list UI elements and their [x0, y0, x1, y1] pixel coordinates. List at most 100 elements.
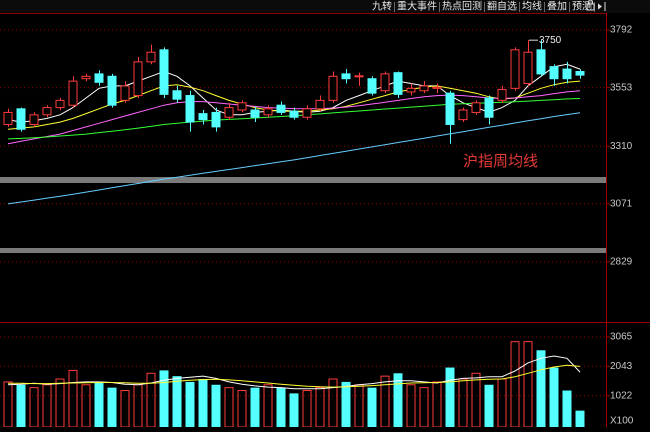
candle-body [159, 49, 169, 95]
volume-bar [276, 387, 286, 427]
candle [380, 71, 390, 94]
candle [211, 107, 221, 132]
toolbar-item[interactable]: 均线 [522, 0, 542, 13]
candle [133, 57, 143, 98]
volume-bar [562, 390, 572, 427]
candle-body [263, 108, 273, 116]
candle [224, 102, 234, 120]
candle [458, 107, 468, 123]
candle [419, 81, 429, 94]
candle-body [211, 111, 221, 128]
candle [432, 83, 442, 94]
candle [510, 47, 520, 91]
candle [159, 47, 169, 98]
y-tick-label: 3071 [610, 198, 633, 209]
candle-body [354, 75, 364, 78]
candle-body [276, 104, 286, 113]
y-tick-label: 2043 [610, 361, 633, 372]
ma-line [8, 364, 581, 388]
candle-body [146, 51, 156, 63]
candle [42, 105, 52, 118]
lock-icon[interactable] [586, 0, 595, 11]
high-label: 3750 [539, 35, 562, 46]
volume-bar [445, 367, 455, 427]
volume-bar [536, 350, 546, 427]
candle [55, 97, 65, 111]
candle [471, 100, 481, 115]
candle-body [380, 73, 390, 92]
volume-bar [549, 367, 559, 427]
toolbar-item[interactable]: 九转 [372, 0, 392, 13]
toolbar-item[interactable]: 翻自选 [487, 0, 517, 13]
candle [549, 64, 559, 86]
candle-body [471, 102, 481, 113]
candle [198, 110, 208, 125]
candle-body [367, 78, 377, 94]
band [0, 248, 606, 253]
candle [354, 72, 364, 86]
candle-body [68, 80, 78, 106]
candle-body [107, 75, 117, 106]
candle [120, 81, 130, 103]
candle-body [81, 75, 91, 80]
toolbar-item[interactable]: 热点回测 [442, 0, 482, 13]
toolbar-item[interactable]: 重大事件 [397, 0, 437, 13]
candle [484, 95, 494, 125]
volume-bar [172, 376, 182, 427]
candle [497, 85, 507, 103]
y-tick-label: 3553 [610, 82, 633, 93]
candle-body [536, 49, 546, 75]
candle-body [432, 86, 442, 89]
candle [68, 76, 78, 108]
candle [562, 61, 572, 84]
candle [341, 69, 351, 84]
candle [107, 73, 117, 108]
volume-bar [198, 379, 208, 427]
candle-body [575, 70, 585, 76]
candle [575, 69, 585, 79]
candle-body [185, 95, 195, 123]
volume-bar [367, 387, 377, 427]
volume-bar [393, 373, 403, 427]
candle-body [341, 73, 351, 80]
collapse-icon[interactable] [598, 2, 606, 11]
candle [367, 76, 377, 96]
y-tick-label: 3065 [610, 332, 633, 343]
volume-bar [159, 370, 169, 427]
volume-bar [107, 387, 117, 427]
candle-body [523, 51, 533, 85]
candle [172, 85, 182, 103]
candle-body [328, 75, 338, 101]
volume-bar [484, 384, 494, 427]
volume-bar [185, 381, 195, 427]
volume-bar [289, 393, 299, 427]
candle-body [289, 110, 299, 118]
candle-body [497, 89, 507, 101]
candle [81, 73, 91, 82]
candle-body [406, 87, 416, 93]
candle [523, 40, 533, 86]
candle-body [315, 99, 325, 110]
arrow [598, 3, 602, 10]
candle-body [562, 68, 572, 80]
labels: 3792 3553 3310 3071 2829 3065 2043 1022 X100 3750 [529, 25, 634, 427]
toolbar: 九转 重大事件 热点回测 翻自选 均线 叠加 预测 [372, 0, 595, 13]
candle-body [16, 108, 26, 130]
volume-bar [211, 384, 221, 427]
candle-body [237, 102, 247, 111]
ma-line [7, 112, 581, 205]
candle-body [198, 113, 208, 121]
candle [250, 106, 260, 123]
candle [406, 83, 416, 96]
candle-body [94, 73, 104, 83]
y-tick-label: 3310 [610, 141, 633, 152]
candle [289, 107, 299, 120]
candle-body [120, 85, 130, 101]
candle [185, 90, 195, 132]
candle-body [3, 111, 13, 125]
toolbar-item[interactable]: 叠加 [547, 1, 567, 13]
candle [16, 107, 26, 132]
candle-body [549, 66, 559, 80]
